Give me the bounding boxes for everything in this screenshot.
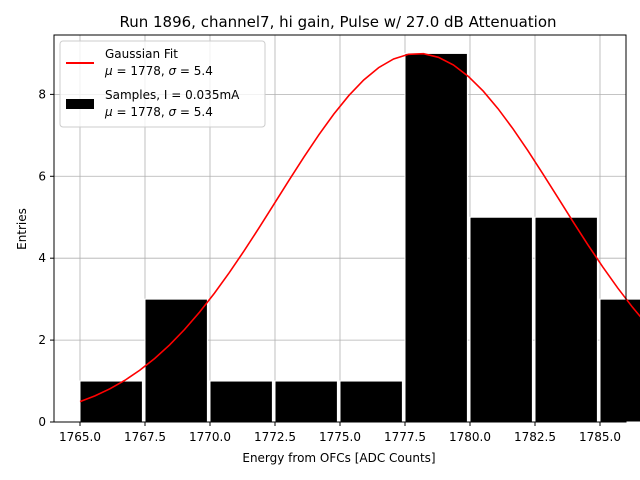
y-tick-label: 8 [38,87,46,101]
x-tick-label: 1777.5 [384,430,426,444]
legend-histogram-swatch [66,99,94,109]
legend-fit-sigma: σ [169,64,177,78]
x-tick-label: 1780.0 [449,430,491,444]
legend-box [59,40,266,128]
histogram-bar [274,380,338,423]
legend-histogram-label-line1: Samples, I = 0.035mA [105,88,240,102]
x-tick-label: 1775.0 [319,430,361,444]
legend-hist-sigma-value: = 5.4 [176,105,213,119]
legend-hist-mu: μ [104,105,113,119]
x-tick-label: 1770.0 [189,430,231,444]
histogram-bar [209,380,273,423]
legend-fit-label-line2: μ = 1778, σ = 5.4 [104,64,213,78]
legend-hist-mu-value: = 1778, [113,105,169,119]
gaussian-fit-line [79,52,640,403]
x-axis-ticks: 1765.0 1767.5 1770.0 1772.5 1775.0 1777.5 1780… [59,422,621,444]
histogram-bar [599,298,640,423]
y-tick-label: 6 [38,169,46,183]
x-axis-label: Energy from OFCs [ADC Counts] [242,451,435,465]
y-tick-label: 4 [38,251,46,265]
legend-histogram-label-line2: μ = 1778, σ = 5.4 [104,105,213,119]
y-tick-label: 0 [38,415,46,429]
y-axis-label: Entries [15,208,29,250]
legend-fit-label-line1: Gaussian Fit [105,47,178,61]
histogram-bar [534,216,598,423]
legend-hist-sigma: σ [169,105,177,119]
chart-title: Run 1896, channel7, hi gain, Pulse w/ 27… [119,13,556,31]
y-axis-ticks: 0 2 4 6 8 [38,87,54,429]
x-tick-label: 1767.5 [124,430,166,444]
legend-fit-mu-value: = 1778, [113,64,169,78]
y-tick-label: 2 [38,333,46,347]
histogram-bar [404,52,468,423]
x-tick-label: 1782.5 [514,430,556,444]
legend: Gaussian Fit μ = 1778, σ = 5.4 Samples, … [59,40,266,128]
legend-fit-sigma-value: = 5.4 [176,64,213,78]
histogram-bar [339,380,403,423]
x-tick-label: 1785.0 [579,430,621,444]
histogram-bar [469,216,533,423]
x-tick-label: 1765.0 [59,430,101,444]
x-tick-label: 1772.5 [254,430,296,444]
histogram-bar [144,298,208,423]
histogram-bars [79,52,640,423]
legend-fit-mu: μ [104,64,113,78]
